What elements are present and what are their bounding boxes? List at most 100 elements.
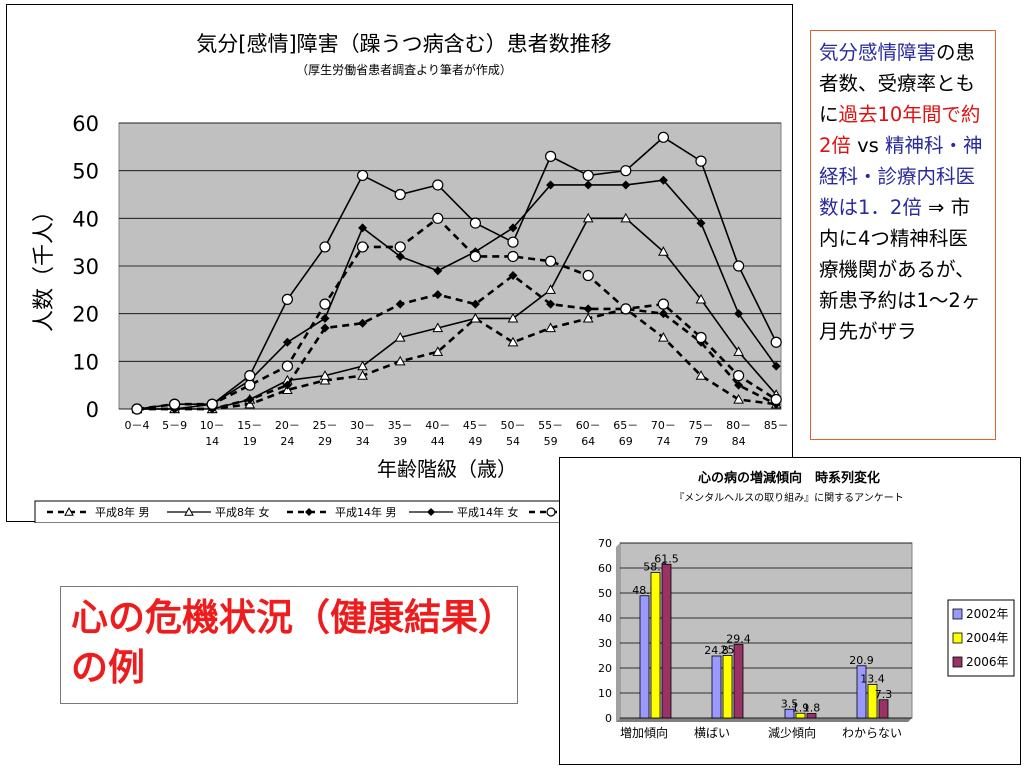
chart1-y-tick-label: 50 — [72, 160, 99, 184]
chart1-data-point — [282, 380, 292, 390]
chart2-x-tick-label: 増加傾向 — [620, 725, 668, 740]
chart1-series-line — [137, 217, 777, 410]
chart1-title: 気分[感情]障害（躁うつ病含む）患者数推移 — [196, 32, 611, 56]
chart1-data-point — [658, 309, 668, 319]
chart1-data-point — [695, 293, 707, 304]
chart1-y-tick-label: 40 — [72, 207, 99, 231]
chart1-y-tick-label: 10 — [72, 350, 99, 374]
chart2-y-tick-label: 60 — [598, 562, 612, 575]
chart2-y-tick-label: 30 — [598, 637, 612, 650]
chart1-data-point — [433, 290, 443, 300]
chart1-data-point — [282, 337, 292, 347]
chart1-x-tick-label: 55－ — [538, 419, 563, 432]
chart1-data-point — [358, 223, 368, 233]
chart2-bar — [722, 655, 733, 719]
chart1-data-point — [507, 312, 519, 323]
chart1-x-tick-label: 24 — [280, 435, 294, 448]
chart2-bar-value-label: 25 — [721, 644, 735, 657]
mental-health-bar-svg: 心の病の増減傾向 時系列変化『メンタルヘルスの取り組み』に関するアンケート 0 10… — [598, 470, 1015, 740]
chart1-x-tick-label: 50－ — [501, 419, 526, 432]
chart1-data-point — [433, 266, 443, 276]
chart1-data-point — [545, 322, 556, 333]
chart1-data-point — [620, 303, 632, 315]
chart1-data-point — [507, 250, 519, 263]
chart1-data-point — [470, 312, 481, 323]
note-vs: vs — [850, 134, 886, 157]
chart2-legend: 2002年 2004年 2006年 — [947, 599, 1015, 677]
chart1-data-point — [734, 380, 744, 390]
chart1-data-point — [582, 212, 594, 223]
chart1-data-point — [657, 131, 670, 143]
chart1-data-point — [358, 318, 368, 328]
chart1-data-point — [281, 360, 293, 372]
chart1-subtitle: （厚生労働省患者調査より筆者が作成） — [296, 62, 512, 77]
chart1-x-tick-label: 70－ — [651, 419, 676, 432]
chart1-data-point — [583, 180, 593, 190]
chart2-bar — [784, 708, 795, 719]
chart2-y-tick-label: 0 — [605, 712, 612, 725]
note-text-2: ⇒ 市内に4つ精神科医療機関があるが、新患予約は1～2ヶ月先がザラ — [819, 196, 981, 343]
chart1-x-tick-label: 65－ — [613, 419, 638, 432]
note-heading: 気分感情障害 — [819, 41, 937, 64]
chart1-x-tick-label: 5－9 — [162, 419, 187, 432]
chart1-x-tick-label: 29 — [318, 435, 332, 448]
chart1-data-point — [658, 246, 669, 256]
chart1-series-line — [137, 273, 777, 411]
chart1-x-tick-label: 44 — [431, 435, 445, 448]
chart1-x-tick-label: 20－ — [275, 419, 300, 432]
chart1-data-point — [469, 250, 481, 263]
chart2-bar — [806, 713, 817, 719]
chart1-data-point — [319, 374, 331, 385]
chart2-bar — [639, 595, 650, 719]
chart1-legend-marker — [546, 507, 556, 517]
chart1-legend-marker — [184, 506, 194, 516]
chart1-x-tick-label: 59 — [544, 435, 558, 448]
chart1-data-point — [658, 175, 668, 185]
chart1-data-point — [545, 284, 556, 294]
chart2-bar — [661, 563, 672, 719]
chart1-y-axis-label: 人数（千人） — [32, 200, 57, 332]
chart1-x-tick-label: 69 — [619, 435, 633, 448]
chart1-data-point — [770, 393, 782, 406]
chart1-data-point — [469, 217, 481, 229]
chart1-series-line — [137, 179, 777, 410]
chart1-x-tick-label: 35－ — [388, 419, 413, 432]
chart1-data-point — [696, 218, 706, 228]
chart2-bar — [878, 699, 889, 719]
chart2-bar-value-label: 61.5 — [654, 552, 679, 565]
chart1-x-tick-label: 85－ — [764, 419, 789, 432]
chart1-x-tick-label: 60－ — [576, 419, 601, 432]
chart1-x-tick-label: 15－ — [237, 419, 262, 432]
chart1-x-tick-label: 49 — [468, 435, 482, 448]
chart1-legend-marker — [64, 506, 74, 516]
chart1-data-point — [244, 370, 256, 382]
side-note: 気分感情障害の患者数、受療率ともに過去10年間で約2倍 vs 精神科・神経科・診… — [810, 30, 996, 440]
chart1-data-point — [319, 370, 331, 380]
chart1-data-point — [507, 236, 519, 248]
chart1-data-point — [695, 155, 707, 167]
chart1-x-tick-label: 45－ — [463, 419, 488, 432]
chart2-bar-value-label: 1.8 — [803, 702, 821, 715]
chart1-x-tick-label: 34 — [356, 435, 370, 448]
chart1-data-point — [395, 251, 405, 261]
chart1-data-point — [508, 271, 518, 281]
chart1-legend-label: 平成8年 男 — [95, 505, 150, 519]
chart1-data-point — [583, 304, 593, 314]
chart1-data-point — [394, 355, 406, 366]
chart1-legend-label: 平成14年 女 — [457, 505, 519, 519]
chart2-bar-value-label: 13.4 — [860, 673, 885, 686]
chart2-legend-label: 2002年 — [966, 607, 1009, 621]
chart1-data-point — [357, 169, 369, 182]
chart1-data-point — [508, 223, 518, 233]
chart1-data-point — [770, 336, 782, 348]
note-highlight-2: 精神科・神経科・診療内科医数は1．2倍 — [819, 134, 983, 219]
mental-health-bar-chart: 心の病の増減傾向 時系列変化 『メンタルヘルスの取り組み』に関するアンケート 0 10… — [559, 457, 1021, 765]
chart1-y-tick-label: 0 — [86, 398, 99, 422]
chart1-x-tick-label: 25－ — [313, 419, 338, 432]
chart1-x-axis-label: 年齢階級（歳） — [377, 457, 517, 481]
chart1-y-tick-label: 60 — [72, 112, 99, 136]
chart1-data-point — [733, 393, 744, 404]
chart2-bar — [733, 644, 744, 719]
chart1-data-point — [582, 269, 594, 282]
chart1-series-line — [137, 307, 777, 411]
